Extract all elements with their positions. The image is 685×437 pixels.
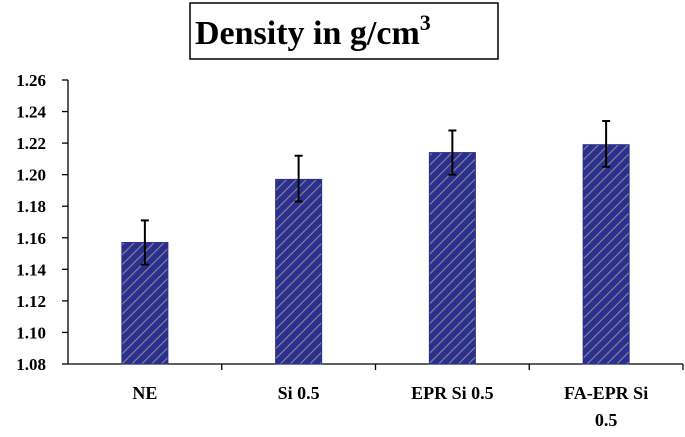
chart-title-text: Density in g/cm [195,15,420,52]
chart-title: Density in g/cm3 [195,10,431,52]
x-tick-label: FA-EPR Si 0.5 [564,383,648,430]
y-tick-label: 1.12 [16,292,46,311]
y-tick-label: 1.14 [16,260,46,279]
y-tick-label: 1.20 [16,166,46,185]
chart-title-box [189,2,499,60]
y-tick-label: 1.24 [16,103,46,122]
y-tick-label: 1.18 [16,197,46,216]
y-tick-label: 1.26 [16,71,46,90]
bar [275,178,323,365]
y-tick-label: 1.22 [16,134,46,153]
bar [121,242,169,365]
x-tick-label: NE [132,383,157,403]
chart-title-superscript: 3 [420,10,431,35]
x-tick-label: Si 0.5 [278,383,320,403]
y-tick-label: 1.16 [16,229,46,248]
bar [428,152,476,365]
chart-title-group: Density in g/cm3 [189,2,499,60]
x-tick-label: EPR Si 0.5 [411,383,494,403]
y-tick-label: 1.10 [16,323,46,342]
bar [582,144,630,365]
y-tick-label: 1.08 [16,355,46,374]
plot-area: 1.08 1.10 1.12 1.14 1.16 1.18 1.20 1.22 1.24 1.26… [16,71,684,430]
